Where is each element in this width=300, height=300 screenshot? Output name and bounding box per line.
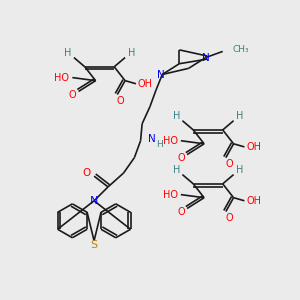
Text: N: N [90, 196, 98, 206]
Text: N: N [202, 52, 210, 63]
Text: S: S [91, 240, 98, 250]
Text: H: H [236, 111, 244, 121]
Text: H: H [236, 165, 244, 175]
Text: O: O [225, 159, 233, 169]
Text: O: O [177, 207, 185, 217]
Text: H: H [172, 111, 180, 121]
Text: CH₃: CH₃ [232, 45, 249, 54]
Text: O: O [69, 89, 76, 100]
Text: HO: HO [54, 73, 69, 82]
Text: OH: OH [138, 79, 153, 89]
Text: HO: HO [163, 136, 178, 146]
Text: O: O [82, 168, 91, 178]
Text: H: H [64, 48, 71, 58]
Text: O: O [225, 213, 233, 223]
Text: N: N [157, 70, 165, 80]
Text: H: H [128, 48, 135, 58]
Text: OH: OH [246, 142, 261, 152]
Text: O: O [117, 96, 124, 106]
Text: H: H [172, 165, 180, 175]
Text: N: N [148, 134, 156, 144]
Text: O: O [177, 153, 185, 163]
Text: OH: OH [246, 196, 261, 206]
Text: H: H [156, 140, 163, 149]
Text: HO: HO [163, 190, 178, 200]
